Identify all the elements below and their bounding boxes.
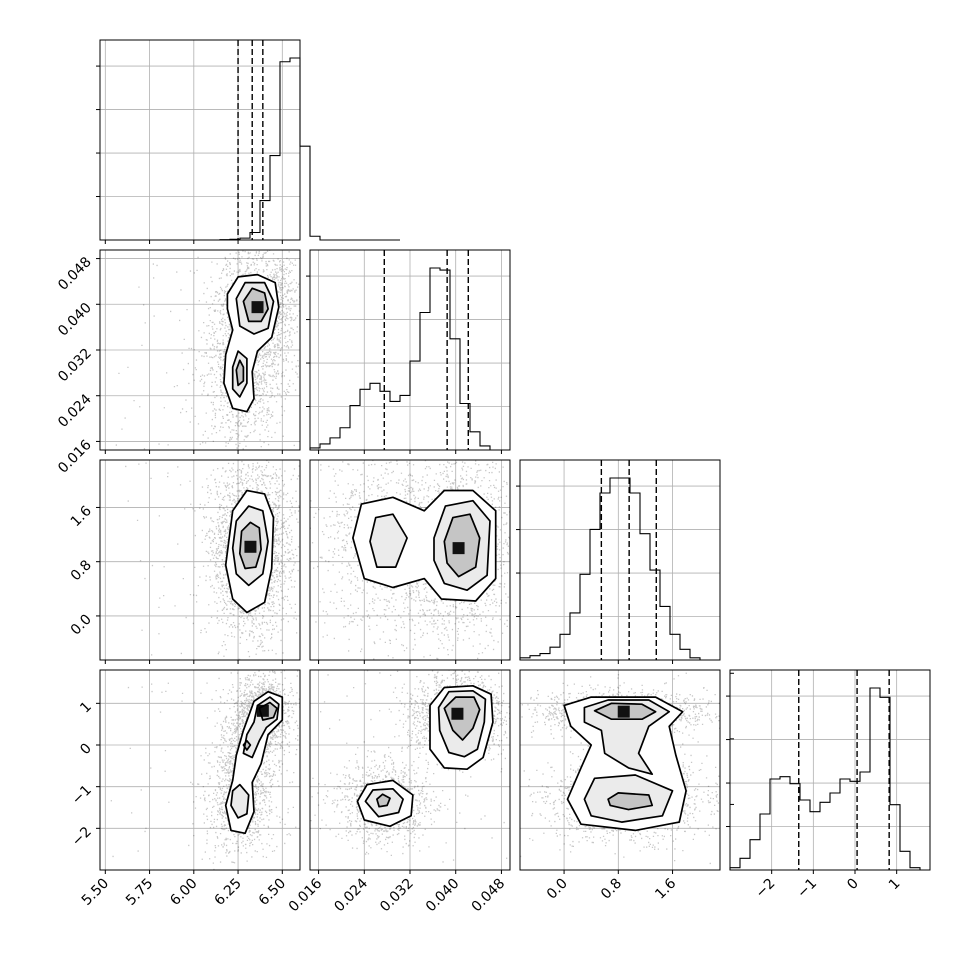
- contour-line: [235, 359, 245, 387]
- density-peak: [251, 301, 264, 314]
- contour-line: [443, 513, 481, 578]
- contour-line: [376, 793, 391, 808]
- contour-line: [443, 696, 481, 741]
- y-tick-label: 0.0: [68, 611, 95, 638]
- x-tick-label: 6.50: [256, 876, 289, 909]
- x-tick-label: −1: [794, 876, 820, 902]
- scatter-panel-p0-p1: [99, 249, 301, 451]
- contour-line: [364, 787, 404, 818]
- panel-frame: [519, 669, 721, 871]
- contour-line: [231, 505, 269, 587]
- contour-line: [369, 513, 408, 568]
- contour-line: [593, 702, 657, 721]
- x-tick-label: 0.040: [423, 876, 463, 916]
- contour-line: [433, 499, 491, 592]
- y-tick-label: 0: [77, 741, 95, 759]
- contour-line: [224, 690, 284, 835]
- y-tick-label: 1.6: [68, 503, 95, 530]
- scatter-panel-p0-p3: [99, 669, 301, 871]
- y-tick-label: 0.032: [55, 346, 95, 386]
- y-tick-label: 0.016: [55, 437, 95, 477]
- x-tick-label: 5.75: [123, 876, 156, 909]
- x-tick-label: 6.00: [167, 876, 200, 909]
- y-tick-label: −1: [69, 782, 95, 808]
- contour-line: [242, 696, 280, 759]
- contour-line: [607, 792, 654, 811]
- contour-line: [242, 739, 252, 751]
- y-tick-label: 1: [77, 699, 95, 717]
- x-tick-label: −2: [753, 876, 779, 902]
- hist-panel-p2: [516, 459, 721, 661]
- x-tick-label: 0.024: [331, 875, 371, 915]
- contour-line: [242, 287, 269, 323]
- scatter-panel-p0-p2: [99, 459, 301, 661]
- contour-line: [563, 696, 687, 832]
- x-tick-label: 6.25: [212, 876, 245, 909]
- density-shade: [584, 700, 670, 775]
- contour-line: [429, 684, 494, 771]
- hist-frame: [519, 459, 721, 661]
- scatter-panel-p1-p3: [309, 669, 511, 871]
- x-tick-label: 0.8: [598, 876, 625, 903]
- y-tick-label: 0.8: [68, 557, 95, 584]
- x-tick-label: 0.016: [286, 875, 326, 915]
- x-tick-label: 1.6: [652, 875, 679, 902]
- hist-panel-p0: [96, 39, 400, 241]
- x-tick-label: 0.0: [544, 876, 571, 903]
- contour-line: [583, 774, 674, 823]
- x-tick-label: 0: [844, 876, 862, 894]
- contour-line: [223, 273, 280, 413]
- histogram-p1: [309, 267, 510, 451]
- x-tick-label: 0.032: [377, 876, 417, 916]
- contour-line: [238, 521, 262, 570]
- contour-line: [352, 489, 497, 602]
- contour-line: [356, 779, 414, 828]
- panel-frame: [99, 669, 301, 871]
- density-peak: [452, 542, 465, 555]
- histogram-p3: [729, 687, 930, 871]
- hist-panel-p1: [306, 249, 511, 451]
- density-peak: [617, 705, 630, 718]
- contour-line: [258, 701, 278, 721]
- contour-line: [224, 489, 275, 614]
- contour-line: [230, 783, 250, 819]
- histogram-p2: [519, 477, 720, 661]
- density-shade: [231, 784, 249, 818]
- hist-frame: [729, 669, 931, 871]
- contour-line: [231, 350, 248, 398]
- y-tick-label: 0.048: [55, 254, 95, 294]
- x-tick-label: 1: [886, 876, 904, 894]
- density-shade: [370, 514, 408, 568]
- density-peak: [244, 540, 257, 553]
- x-tick-label: 0.048: [469, 876, 509, 916]
- contour-line: [437, 689, 487, 758]
- hist-frame: [99, 39, 301, 241]
- y-tick-label: 0.024: [55, 391, 95, 431]
- histogram-p0: [100, 57, 400, 241]
- scatter-cloud: [310, 670, 510, 863]
- density-shade: [608, 792, 653, 810]
- y-tick-label: −2: [69, 824, 95, 850]
- y-tick-label: 0.040: [55, 300, 95, 340]
- contour-line: [235, 281, 275, 335]
- panel-frame: [99, 459, 301, 661]
- scatter-points: [310, 670, 510, 863]
- hist-panel-p3: [726, 669, 931, 871]
- x-tick-label: 5.50: [79, 876, 112, 909]
- density-peak: [451, 707, 464, 720]
- scatter-panel-p1-p2: [309, 459, 511, 661]
- contour-line: [583, 699, 671, 776]
- scatter-panel-p2-p3: [519, 669, 721, 871]
